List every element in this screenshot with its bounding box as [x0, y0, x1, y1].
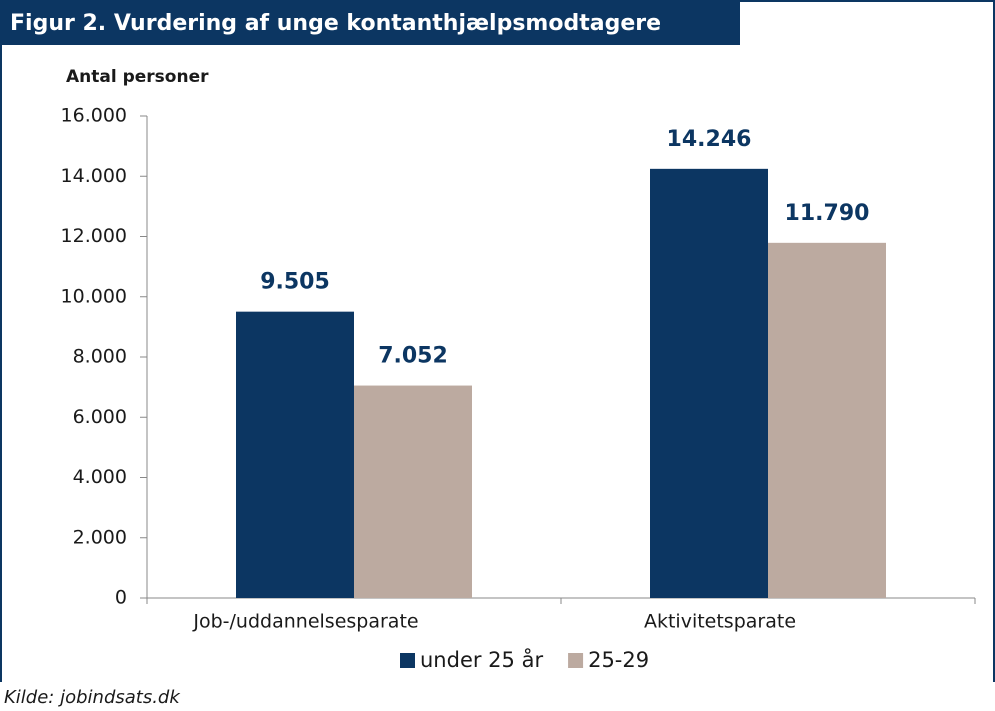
y-tick-label: 16.000 — [61, 105, 127, 127]
y-tick-label: 12.000 — [61, 225, 127, 247]
data-label: 7.052 — [378, 344, 448, 369]
y-tick-label: 0 — [115, 587, 127, 609]
data-label: 11.790 — [785, 201, 870, 226]
chart-title: Figur 2. Vurdering af unge kontanthjælps… — [10, 11, 661, 36]
legend-label: under 25 år — [420, 647, 543, 672]
y-tick-label: 2.000 — [73, 526, 127, 548]
x-tick-label: Aktivitetsparate — [644, 611, 796, 633]
legend-swatch — [400, 653, 415, 668]
source: Kilde: jobindsats.dk — [4, 687, 181, 708]
y-tick-label: 8.000 — [73, 346, 127, 368]
bar — [650, 168, 768, 599]
bar — [236, 311, 354, 598]
y-tick-label: 6.000 — [73, 406, 127, 428]
y-tick-label: 4.000 — [73, 466, 127, 488]
data-label: 9.505 — [260, 270, 330, 295]
y-tick-label: 14.000 — [61, 165, 127, 187]
bar — [354, 385, 472, 598]
title-bar — [0, 0, 740, 45]
y-axis-label: Antal personer — [66, 67, 209, 87]
x-tick-label: Job-/uddannelsesparate — [192, 611, 418, 633]
bar — [768, 242, 886, 599]
data-label: 14.246 — [667, 127, 752, 152]
y-tick-label: 10.000 — [61, 285, 127, 307]
legend-label: 25-29 — [588, 648, 649, 672]
legend-swatch — [568, 653, 584, 668]
